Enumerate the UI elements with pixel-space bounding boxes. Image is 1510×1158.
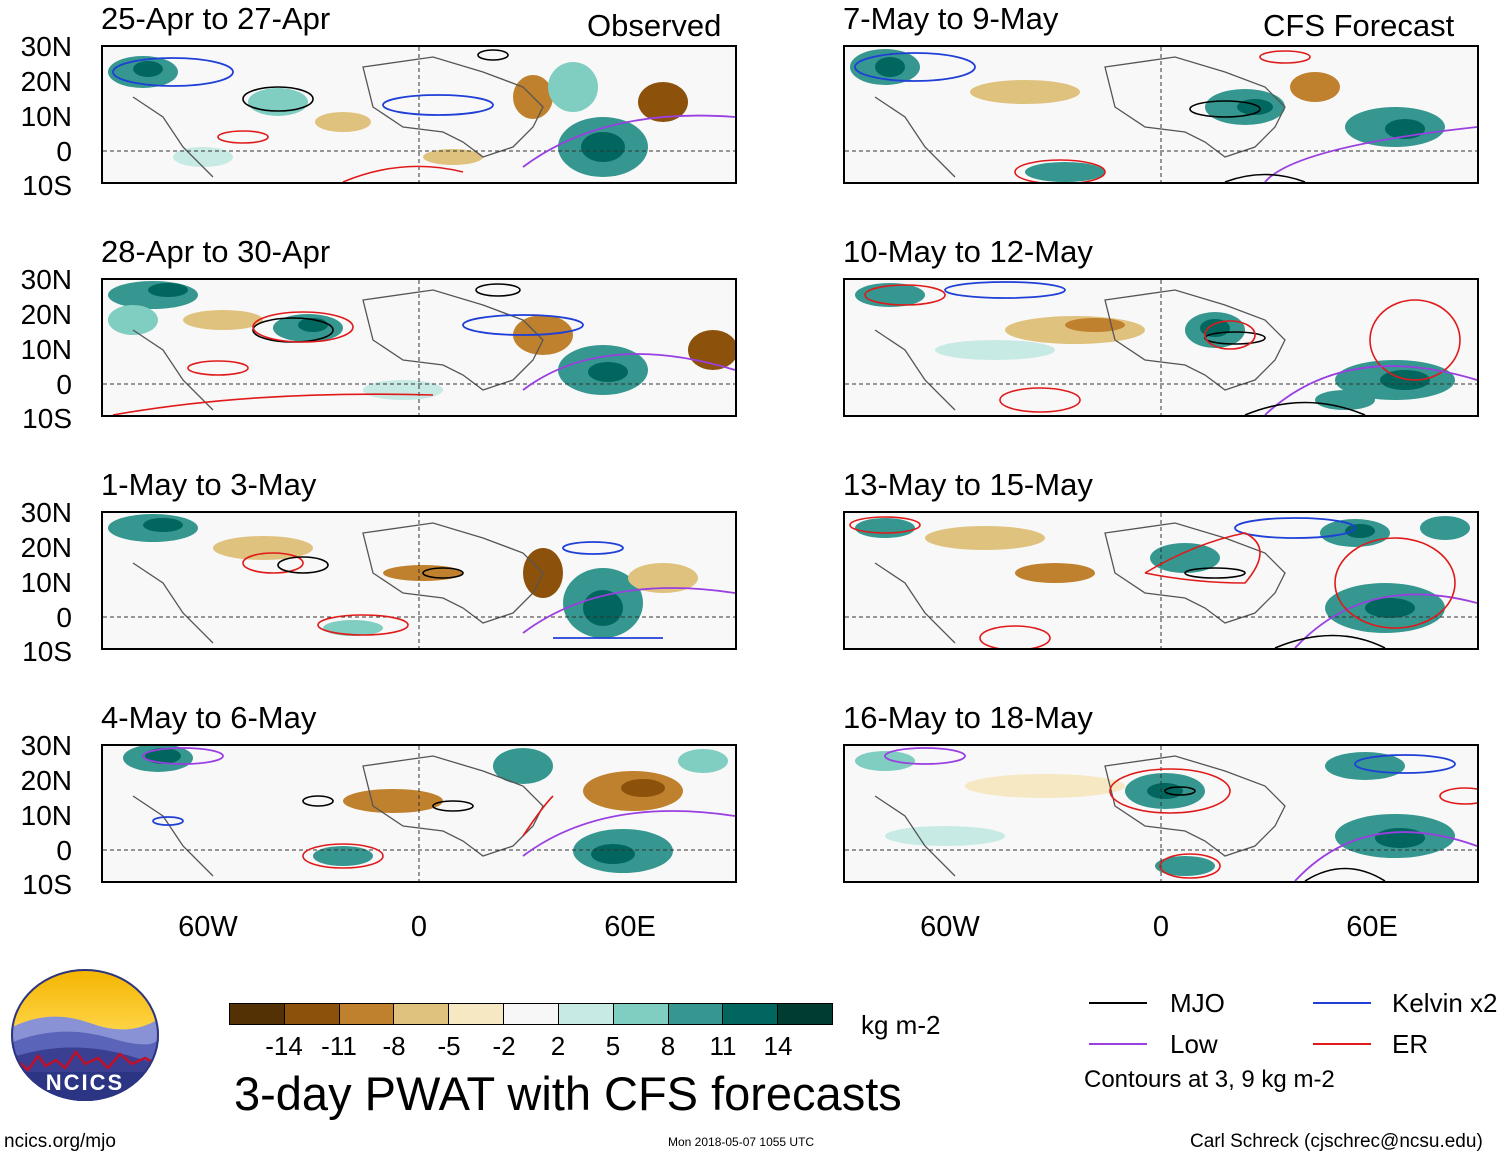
ncics-logo: NCICS: [10, 968, 160, 1102]
lat-label: 10S: [22, 403, 72, 434]
panel-title-fc-4: 16-May to 18-May: [843, 700, 1093, 735]
lat-label: 0: [56, 602, 72, 633]
footer-timestamp: Mon 2018-05-07 1055 UTC: [668, 1135, 815, 1149]
legend-note: Contours at 3, 9 kg m-2: [1084, 1066, 1335, 1093]
observed-label: Observed: [587, 8, 722, 43]
lat-label: 30N: [20, 31, 72, 62]
lat-label: 30N: [20, 730, 72, 761]
figure-title: 3-day PWAT with CFS forecasts: [234, 1067, 902, 1120]
colorbar-tick: -14: [265, 1031, 303, 1061]
pwat-map: [103, 513, 735, 648]
map-panel-fc-2: [843, 278, 1479, 417]
colorbar-swatch: [338, 1004, 394, 1024]
cfs-forecast-label: CFS Forecast: [1263, 8, 1455, 43]
colorbar-swatch: [557, 1004, 613, 1024]
lat-label: 10S: [22, 869, 72, 900]
map-panel-obs-1: [101, 45, 737, 184]
pwat-map: [845, 47, 1477, 182]
map-panel-fc-4: [843, 744, 1479, 883]
lat-label: 10N: [20, 101, 72, 132]
lon-label: 0: [1152, 911, 1170, 943]
colorbar-tick: 2: [550, 1031, 566, 1061]
colorbar-tick: -11: [321, 1031, 357, 1061]
colorbar-swatch: [503, 1004, 558, 1024]
lat-label: 0: [56, 136, 72, 167]
legend-line-kelvin: [1313, 1002, 1371, 1004]
colorbar-tick: -2: [492, 1031, 516, 1061]
panel-title-fc-3: 13-May to 15-May: [843, 467, 1093, 502]
footer-url: ncics.org/mjo: [4, 1131, 116, 1152]
colorbar-tick: 11: [709, 1031, 737, 1061]
map-panel-fc-3: [843, 511, 1479, 650]
colorbar-swatch: [393, 1004, 449, 1024]
lat-label: 20N: [20, 299, 72, 330]
lat-label: 20N: [20, 66, 72, 97]
lat-label: 10S: [22, 170, 72, 201]
lat-label: 0: [56, 369, 72, 400]
colorbar-swatch: [722, 1004, 778, 1024]
pwat-map: [103, 746, 735, 881]
colorbar-tick: -5: [437, 1031, 461, 1061]
pwat-map: [103, 280, 735, 415]
lat-label: 20N: [20, 532, 72, 563]
lat-label: 10N: [20, 800, 72, 831]
lon-label: 0: [410, 911, 428, 943]
colorbar-swatch: [612, 1004, 668, 1024]
legend-line-low: [1089, 1043, 1147, 1045]
map-panel-obs-3: [101, 511, 737, 650]
colorbar-swatch: [283, 1004, 339, 1024]
panel-title-obs-1: 25-Apr to 27-Apr: [101, 1, 331, 36]
lat-label: 30N: [20, 264, 72, 295]
legend-line-er: [1313, 1043, 1371, 1045]
lat-label: 10N: [20, 567, 72, 598]
panel-title-fc-1: 7-May to 9-May: [843, 1, 1059, 36]
lon-label: 60W: [178, 911, 238, 943]
lon-label: 60W: [920, 911, 980, 943]
colorbar-swatch: [777, 1004, 832, 1024]
footer-author: Carl Schreck (cjschrec@ncsu.edu): [1190, 1131, 1483, 1152]
panel-title-obs-3: 1-May to 3-May: [101, 467, 317, 502]
lat-label: 10N: [20, 334, 72, 365]
pwat-map: [845, 513, 1477, 648]
pwat-map: [103, 47, 735, 182]
colorbar-tick: 5: [605, 1031, 621, 1061]
lon-label: 60E: [604, 911, 656, 943]
colorbar-units: kg m-2: [861, 1010, 941, 1040]
legend-label-er: ER: [1392, 1029, 1429, 1059]
colorbar-swatch: [667, 1004, 723, 1024]
colorbar-tick: 8: [660, 1031, 676, 1061]
legend-line-mjo: [1089, 1002, 1147, 1004]
pwat-map: [845, 280, 1477, 415]
legend-label-kelvin: Kelvin x2: [1392, 988, 1498, 1018]
panel-title-fc-2: 10-May to 12-May: [843, 234, 1093, 269]
lat-label: 10S: [22, 636, 72, 667]
legend-label-low: Low: [1170, 1029, 1218, 1059]
map-panel-fc-1: [843, 45, 1479, 184]
legend-label-mjo: MJO: [1170, 988, 1225, 1018]
colorbar-tick: -8: [382, 1031, 406, 1061]
lat-label: 30N: [20, 497, 72, 528]
map-panel-obs-2: [101, 278, 737, 417]
map-panel-obs-4: [101, 744, 737, 883]
colorbar: [229, 1003, 833, 1025]
panel-title-obs-2: 28-Apr to 30-Apr: [101, 234, 331, 269]
colorbar-swatch: [448, 1004, 504, 1024]
logo-text: NCICS: [45, 1070, 125, 1095]
lon-label: 60E: [1346, 911, 1398, 943]
panel-title-obs-4: 4-May to 6-May: [101, 700, 317, 735]
lat-label: 0: [56, 835, 72, 866]
lat-label: 20N: [20, 765, 72, 796]
colorbar-tick: 14: [763, 1031, 793, 1061]
colorbar-swatch: [230, 1004, 284, 1024]
pwat-map: [845, 746, 1477, 881]
